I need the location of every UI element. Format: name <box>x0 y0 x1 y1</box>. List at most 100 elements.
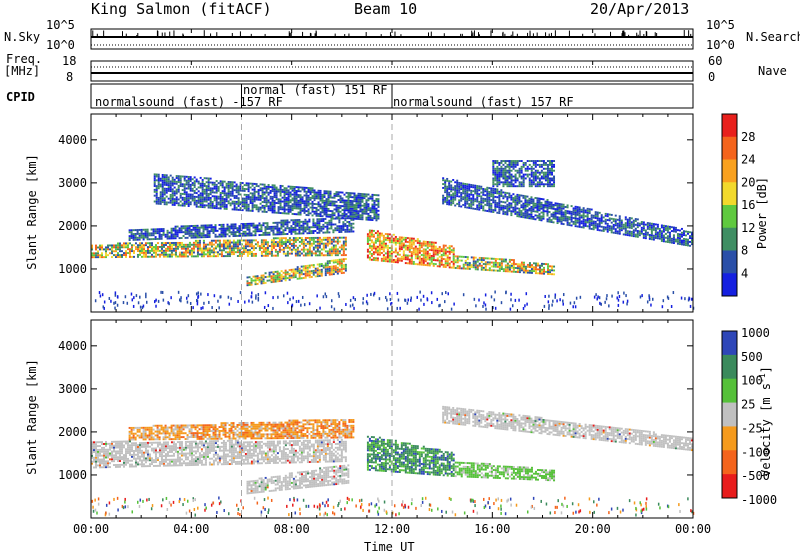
range-cell <box>546 200 549 203</box>
range-cell <box>237 201 240 204</box>
range-cell <box>138 244 141 247</box>
range-cell <box>191 193 194 196</box>
range-cell <box>458 183 461 186</box>
range-cell <box>482 257 485 260</box>
range-cell <box>126 244 129 247</box>
range-cell <box>192 255 195 258</box>
range-cell <box>288 237 291 240</box>
range-cell <box>496 183 499 186</box>
range-cell <box>296 252 299 255</box>
range-cell <box>416 255 419 258</box>
range-cell <box>184 227 187 230</box>
range-cell <box>210 255 213 258</box>
range-cell <box>464 267 467 270</box>
range-cell <box>305 190 308 193</box>
range-cell <box>522 216 525 219</box>
range-cell <box>288 227 291 230</box>
range-cell <box>586 213 589 216</box>
range-cell <box>253 186 256 189</box>
range-cell <box>220 243 223 246</box>
range-cell <box>303 208 306 211</box>
range-cell <box>342 266 345 268</box>
range-cell <box>452 251 455 254</box>
range-cell <box>218 249 221 252</box>
range-cell <box>318 231 321 234</box>
range-cell <box>402 258 405 260</box>
range-cell <box>146 249 149 252</box>
range-cell <box>194 236 197 239</box>
range-cell <box>290 219 293 222</box>
range-cell <box>486 192 489 195</box>
range-cell <box>138 238 141 241</box>
range-cell <box>426 262 429 265</box>
range-cell <box>319 189 322 192</box>
range-cell <box>168 255 171 258</box>
range-cell <box>178 255 181 258</box>
range-cell <box>304 252 307 255</box>
range-cell <box>504 167 507 170</box>
range-cell <box>660 236 663 239</box>
range-cell <box>342 254 345 257</box>
range-cell <box>534 196 537 199</box>
range-cell <box>450 266 453 269</box>
range-cell <box>144 255 147 258</box>
range-cell <box>476 185 479 188</box>
range-cell <box>510 161 513 164</box>
range-cell <box>303 186 306 189</box>
range-cell <box>190 243 193 246</box>
range-cell <box>311 204 314 207</box>
range-cell <box>155 175 158 178</box>
range-cell <box>290 227 293 229</box>
range-cell <box>610 229 613 232</box>
range-cell <box>272 221 275 224</box>
range-cell <box>678 241 681 244</box>
range-cell <box>530 268 533 270</box>
range-cell <box>352 226 355 229</box>
range-cell <box>304 220 307 223</box>
range-cell <box>136 232 139 235</box>
range-cell <box>652 223 655 226</box>
range-cell <box>355 217 358 220</box>
range-cell <box>198 228 201 231</box>
range-cell <box>646 231 649 234</box>
range-cell <box>610 231 613 234</box>
range-cell <box>406 254 409 257</box>
range-cell <box>404 258 407 261</box>
range-cell <box>618 230 621 233</box>
range-cell <box>184 236 187 239</box>
range-cell <box>668 241 671 244</box>
range-cell <box>570 220 573 223</box>
range-cell <box>496 171 499 174</box>
range-cell <box>339 201 342 204</box>
range-cell <box>317 203 320 206</box>
range-cell <box>169 186 172 189</box>
range-cell <box>518 263 521 266</box>
range-cell <box>346 224 349 227</box>
range-cell <box>154 247 157 250</box>
range-cell <box>490 257 493 260</box>
range-cell <box>253 198 256 201</box>
range-cell <box>452 259 455 262</box>
range-cell <box>175 202 178 205</box>
range-cell <box>180 253 183 256</box>
range-cell <box>292 230 295 233</box>
range-cell <box>155 185 158 188</box>
range-cell <box>490 210 493 213</box>
range-cell <box>181 185 184 188</box>
range-cell <box>506 177 509 180</box>
range-cell <box>396 259 399 262</box>
range-cell <box>126 246 129 249</box>
range-cell <box>418 261 421 264</box>
range-cell <box>220 235 223 238</box>
range-cell <box>332 269 335 272</box>
range-cell <box>230 231 233 234</box>
range-cell <box>337 210 340 213</box>
range-cell <box>400 244 403 247</box>
range-cell <box>324 221 327 224</box>
range-cell <box>414 247 417 250</box>
range-cell <box>153 181 156 184</box>
range-cell <box>326 238 329 241</box>
range-cell <box>309 206 312 209</box>
range-cell <box>330 217 333 220</box>
range-cell <box>148 251 151 254</box>
